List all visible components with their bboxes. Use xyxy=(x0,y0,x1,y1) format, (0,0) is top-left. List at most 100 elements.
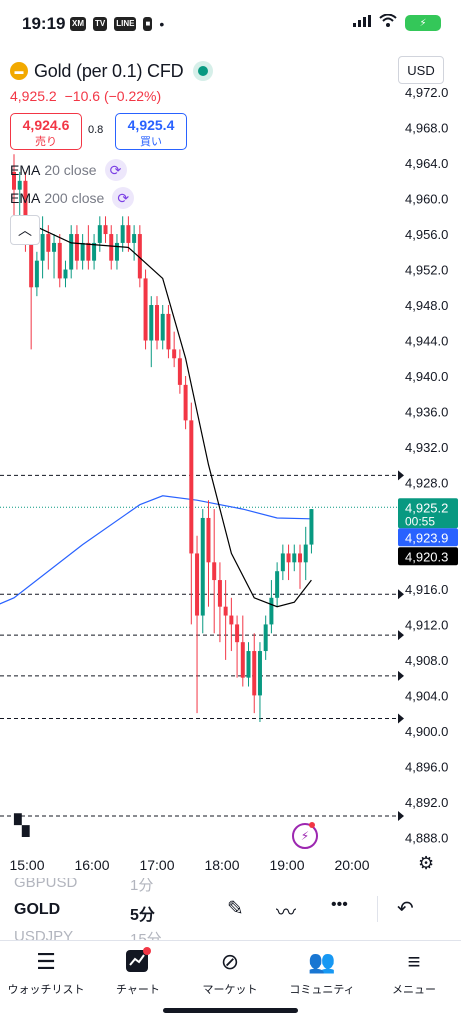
candle-body xyxy=(177,358,182,385)
candle-body xyxy=(292,553,297,563)
gold-bars-icon: ▬ xyxy=(10,62,28,80)
indicator-params: 20 close xyxy=(44,162,97,178)
level-marker xyxy=(398,630,404,641)
y-tick-label: 4,956.0 xyxy=(405,227,448,242)
y-tick-label: 4,940.0 xyxy=(405,369,448,384)
candle-body xyxy=(52,242,57,252)
candle-body xyxy=(172,349,177,359)
level-marker xyxy=(398,713,404,724)
status-time: 19:19 xyxy=(22,14,66,33)
nav-market[interactable]: ⊘ マーケット xyxy=(184,947,276,997)
candle-body xyxy=(309,509,314,545)
price-change: −10.6 xyxy=(64,88,101,104)
candle-body xyxy=(275,571,280,598)
candle-body xyxy=(240,642,245,678)
candle-body xyxy=(126,225,131,243)
nav-community[interactable]: 👥 コミュニティ xyxy=(276,947,368,997)
picker-interval[interactable]: 15分 xyxy=(130,931,162,940)
axis-price-label: 4,925.2 xyxy=(405,500,448,515)
sell-button[interactable]: 4,924.6 売り xyxy=(10,113,82,150)
axis-price-label-bg xyxy=(398,498,458,529)
nav-menu[interactable]: ≡ メニュー xyxy=(368,947,460,997)
symbol-header[interactable]: ▬ Gold (per 0.1) CFD xyxy=(10,58,214,84)
candle-body xyxy=(34,260,39,288)
more-options-icon[interactable]: ••• xyxy=(331,896,348,913)
axis-price-label-bg xyxy=(398,547,458,566)
buy-price: 4,925.4 xyxy=(127,117,175,133)
candle-body xyxy=(143,278,148,341)
message-app-icon: ■ xyxy=(143,17,153,31)
symbol-title[interactable]: Gold (per 0.1) CFD xyxy=(34,60,184,81)
indicator-ema200[interactable]: EMA 200 close ⟳ xyxy=(10,187,135,209)
indicator-ema20[interactable]: EMA 20 close ⟳ xyxy=(10,159,127,181)
nav-watchlist[interactable]: ☰ ウォッチリスト xyxy=(0,947,92,997)
nav-chart[interactable]: チャート xyxy=(92,947,184,997)
symbol-interval-picker[interactable]: GBPUSD GOLD USDJPY 1分 5分 15分 xyxy=(0,878,461,940)
candle-body xyxy=(17,180,22,190)
indicator-params: 200 close xyxy=(44,190,105,206)
undo-icon[interactable]: ↶ xyxy=(397,898,414,920)
toolbar-divider xyxy=(377,896,378,922)
candle-body xyxy=(132,234,137,243)
refresh-icon[interactable]: ⟳ xyxy=(104,159,127,181)
candle-body xyxy=(252,651,257,696)
y-tick-label: 4,960.0 xyxy=(405,192,448,207)
candle-body xyxy=(200,517,205,616)
picker-symbol-selected[interactable]: GOLD xyxy=(14,901,61,918)
xm-app-icon: XM xyxy=(70,17,86,31)
candle-body xyxy=(263,624,268,652)
level-marker xyxy=(398,811,404,822)
chart-settings-icon[interactable]: ⚙ xyxy=(418,853,435,873)
x-tick-label: 15:00 xyxy=(9,857,44,873)
candle-body xyxy=(235,624,240,643)
candle-body xyxy=(155,305,159,341)
axis-price-label-bg xyxy=(398,528,458,547)
buy-button[interactable]: 4,925.4 買い xyxy=(115,113,187,150)
candle-body xyxy=(257,651,262,696)
drawing-tools-icon[interactable]: 〰 xyxy=(276,902,296,924)
refresh-icon[interactable]: ⟳ xyxy=(112,187,135,209)
y-tick-label: 4,900.0 xyxy=(405,724,448,739)
watchlist-icon: ☰ xyxy=(36,949,56,974)
community-icon: 👥 xyxy=(308,949,336,974)
tradingview-app-icon: TV xyxy=(93,17,108,31)
y-tick-label: 4,888.0 xyxy=(405,830,448,845)
picker-interval-selected[interactable]: 5分 xyxy=(130,907,155,924)
nav-label: コミュニティ xyxy=(289,984,355,996)
battery-icon: ⚡ xyxy=(405,15,441,31)
status-bar: 19:19 XM TV LINE ■ • ⚡ xyxy=(0,0,461,50)
candle-body xyxy=(246,651,251,678)
price-axis xyxy=(398,85,461,848)
picker-symbol[interactable]: GBPUSD xyxy=(14,878,78,891)
picker-interval[interactable]: 1分 xyxy=(130,878,154,894)
picker-symbol[interactable]: USDJPY xyxy=(14,928,74,940)
candle-body xyxy=(303,544,308,563)
candle-body xyxy=(269,597,274,625)
candle-body xyxy=(298,553,302,563)
y-tick-label: 4,912.0 xyxy=(405,617,448,632)
wifi-icon xyxy=(379,13,397,32)
candle-body xyxy=(109,234,114,261)
pencil-icon[interactable]: ✎ xyxy=(227,898,244,920)
candle-body xyxy=(212,562,217,581)
y-tick-label: 4,944.0 xyxy=(405,334,448,349)
axis-price-label: 4,923.9 xyxy=(405,530,448,545)
price-chart[interactable]: 4,888.0 4,892.0 4,896.0 4,900.0 4,904.0 4,908… xyxy=(0,0,461,880)
indicator-name: EMA xyxy=(10,190,41,206)
candle-body xyxy=(80,242,85,261)
y-tick-label: 4,932.0 xyxy=(405,440,448,455)
lightning-icon[interactable]: ⚡ xyxy=(292,823,318,849)
currency-button[interactable]: USD xyxy=(398,56,444,84)
candle-body xyxy=(120,225,125,243)
collapse-legend-button[interactable]: ︿ xyxy=(10,215,40,245)
sell-label: 売り xyxy=(35,136,57,148)
last-price: 4,925.2 xyxy=(10,88,57,104)
y-tick-label: 4,964.0 xyxy=(405,156,448,171)
candle-body xyxy=(286,553,291,563)
y-tick-label: 4,936.0 xyxy=(405,404,448,419)
indicator-name: EMA xyxy=(10,162,41,178)
candle-body xyxy=(166,313,171,350)
y-tick-label: 4,904.0 xyxy=(405,688,448,703)
y-tick-label: 4,928.0 xyxy=(405,475,448,490)
candle-body xyxy=(149,305,154,341)
